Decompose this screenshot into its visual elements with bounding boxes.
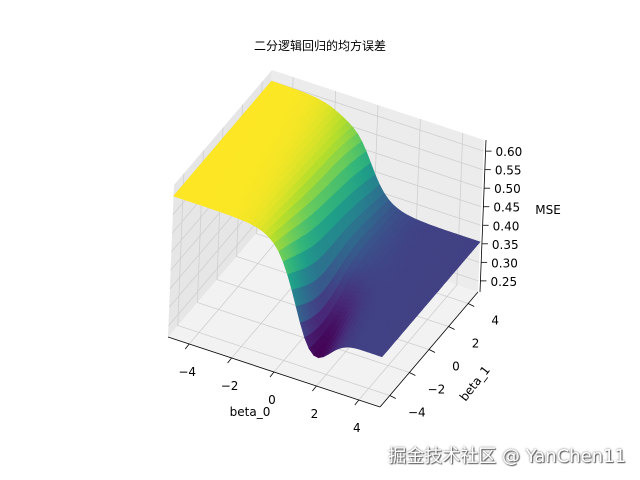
- y-tick-label: 0: [452, 360, 460, 374]
- y-tick-mark: [389, 395, 396, 399]
- chart-title: 二分逻辑回归的均方误差: [254, 38, 386, 53]
- y-tick-mark: [448, 326, 455, 330]
- y-tick-label: 4: [491, 314, 499, 328]
- x-tick-label: 4: [353, 421, 361, 435]
- y-tick-label: −4: [408, 406, 426, 420]
- x-tick-mark: [227, 357, 232, 364]
- z-tick-label: 0.60: [496, 145, 523, 159]
- z-tick-label: 0.35: [492, 238, 519, 252]
- y-tick-label: 2: [472, 337, 480, 351]
- y-grid-line: [177, 173, 390, 396]
- z-tick-label: 0.25: [490, 275, 517, 289]
- x-grid-line: [358, 132, 464, 401]
- watermark: 掘金技术社区 @ YanChen11: [388, 446, 626, 467]
- x-tick-mark: [354, 399, 360, 406]
- z-tick-label: 0.50: [494, 182, 521, 196]
- x-tick-mark: [312, 385, 317, 392]
- z-tick-label: 0.40: [493, 219, 520, 233]
- x-tick-mark: [184, 343, 190, 350]
- z-tick-label: 0.55: [495, 164, 522, 178]
- y-tick-mark: [468, 303, 475, 307]
- axis-ticks: −4−2024−4−20240.250.300.350.400.450.500.…: [167, 139, 523, 435]
- y-tick-mark: [409, 372, 416, 376]
- x-tick-mark: [269, 371, 275, 378]
- z-tick-label: 0.30: [491, 256, 518, 270]
- y-tick-mark: [428, 349, 436, 353]
- y-tick-label: −2: [428, 383, 446, 397]
- x-tick-label: 2: [311, 407, 319, 421]
- x-tick-label: 0: [268, 393, 276, 407]
- x-tick-label: −2: [221, 379, 239, 393]
- z-tick-label: 0.45: [493, 201, 520, 215]
- x-axis-label: beta_0: [230, 405, 271, 419]
- x-tick-label: −4: [178, 365, 196, 379]
- z-axis-line: [479, 139, 487, 293]
- y-axis-label: beta_1: [457, 363, 493, 404]
- surface-patch: [376, 352, 385, 358]
- surface: [173, 80, 481, 359]
- z-axis-label: MSE: [535, 203, 561, 217]
